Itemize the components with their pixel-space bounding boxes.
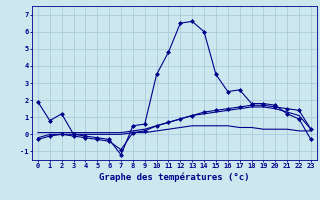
X-axis label: Graphe des températures (°c): Graphe des températures (°c) xyxy=(99,172,250,182)
